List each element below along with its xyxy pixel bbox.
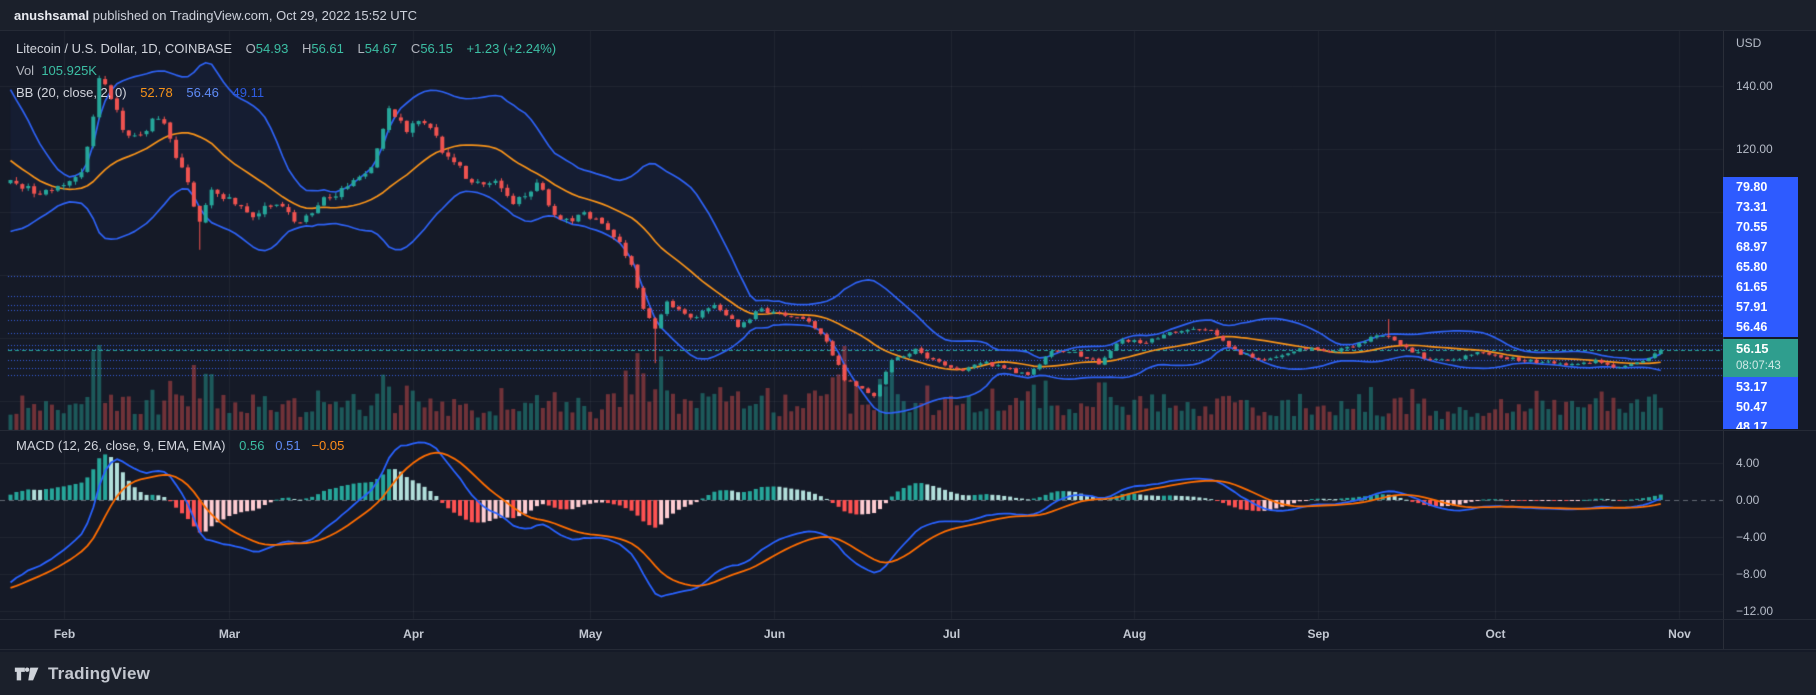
month-label-feb: Feb	[53, 627, 76, 641]
level-label: 79.80	[1723, 177, 1798, 197]
lower-level-label-stack: 53.17 50.47 48.17	[1723, 377, 1798, 429]
bb-label: BB (20, close, 2, 0)	[16, 85, 127, 100]
bb-legend-row: BB (20, close, 2, 0) 52.78 56.46 49.11	[16, 82, 556, 104]
level-label: 65.80	[1723, 257, 1798, 277]
high-value: 56.61	[311, 41, 344, 56]
tradingview-wordmark: TradingView	[48, 663, 151, 683]
macd-tick-neg4: −4.00	[1736, 530, 1767, 544]
bb-basis-value: 52.78	[140, 85, 173, 100]
month-label-may: May	[578, 627, 603, 641]
month-label-jun: Jun	[763, 627, 786, 641]
tradingview-logo-link[interactable]: TradingView	[14, 664, 150, 684]
level-label: 53.17	[1723, 377, 1798, 397]
price-scale[interactable]: USD 140.00 120.00 79.80 73.31 70.55 68.9…	[1723, 30, 1816, 652]
month-label-aug: Aug	[1122, 627, 1147, 641]
symbol-legend-row: Litecoin / U.S. Dollar, 1D, COINBASE O54…	[16, 38, 556, 60]
volume-label: Vol	[16, 63, 35, 78]
level-label: 68.97	[1723, 237, 1798, 257]
panel-separator[interactable]	[0, 430, 1816, 431]
time-axis-separator	[0, 619, 1816, 620]
macd-tick-0: 0.00	[1736, 493, 1760, 507]
price-tick-120: 120.00	[1736, 142, 1773, 156]
chart-top-border	[0, 30, 1816, 31]
time-scale[interactable]: Feb Mar Apr May Jun Jul Aug Sep Oct Nov	[0, 619, 1723, 650]
chart-bottom-border	[0, 649, 1816, 650]
bb-lower-value: 49.11	[232, 85, 265, 100]
level-label: 73.31	[1723, 197, 1798, 217]
currency-label: USD	[1736, 36, 1762, 50]
month-label-apr: Apr	[403, 627, 424, 641]
level-label: 56.46	[1723, 317, 1798, 337]
month-label-oct: Oct	[1485, 627, 1506, 641]
macd-label: MACD (12, 26, close, 9, EMA, EMA)	[16, 438, 226, 453]
volume-legend-row: Vol 105.925K	[16, 60, 556, 82]
high-label: H	[301, 41, 312, 56]
tradingview-logo-icon	[14, 667, 39, 680]
macd-tick-4: 4.00	[1736, 456, 1760, 470]
current-price-label: 56.15 08:07:43	[1723, 339, 1798, 377]
low-label: L	[357, 41, 365, 56]
open-value: 54.93	[255, 41, 289, 56]
macd-hist-value: 0.56	[239, 438, 265, 453]
level-label-stack: 79.80 73.31 70.55 68.97 65.80 61.65 57.9…	[1723, 177, 1798, 337]
level-label: 50.47	[1723, 397, 1798, 417]
macd-line-value: 0.51	[275, 438, 301, 453]
bar-countdown: 08:07:43	[1736, 360, 1781, 372]
macd-tick-neg8: −8.00	[1736, 567, 1767, 581]
current-price-value: 56.15	[1736, 341, 1769, 356]
month-label-jul: Jul	[942, 627, 961, 641]
volume-value: 105.925K	[41, 63, 97, 78]
symbol-legend: Litecoin / U.S. Dollar, 1D, COINBASE O54…	[16, 38, 556, 104]
month-label-nov: Nov	[1668, 627, 1691, 641]
bb-upper-value: 56.46	[186, 85, 219, 100]
open-label: O	[245, 41, 256, 56]
level-label: 57.91	[1723, 297, 1798, 317]
footer-bar: TradingView	[0, 652, 1816, 695]
macd-tick-neg12: −12.00	[1736, 604, 1774, 618]
close-label: C	[410, 41, 421, 56]
close-value: 56.15	[420, 41, 453, 56]
level-label: 61.65	[1723, 277, 1798, 297]
month-label-sep: Sep	[1307, 627, 1330, 641]
level-label: 48.17	[1723, 417, 1798, 429]
symbol-title: Litecoin / U.S. Dollar, 1D, COINBASE	[16, 41, 233, 56]
macd-signal-value: −0.05	[311, 438, 345, 453]
month-label-mar: Mar	[218, 627, 241, 641]
macd-legend-row: MACD (12, 26, close, 9, EMA, EMA) 0.56 0…	[16, 438, 344, 453]
price-tick-140: 140.00	[1736, 79, 1773, 93]
level-label: 70.55	[1723, 217, 1798, 237]
low-value: 54.67	[364, 41, 398, 56]
change-value: +1.23 (+2.24%)	[466, 41, 557, 56]
